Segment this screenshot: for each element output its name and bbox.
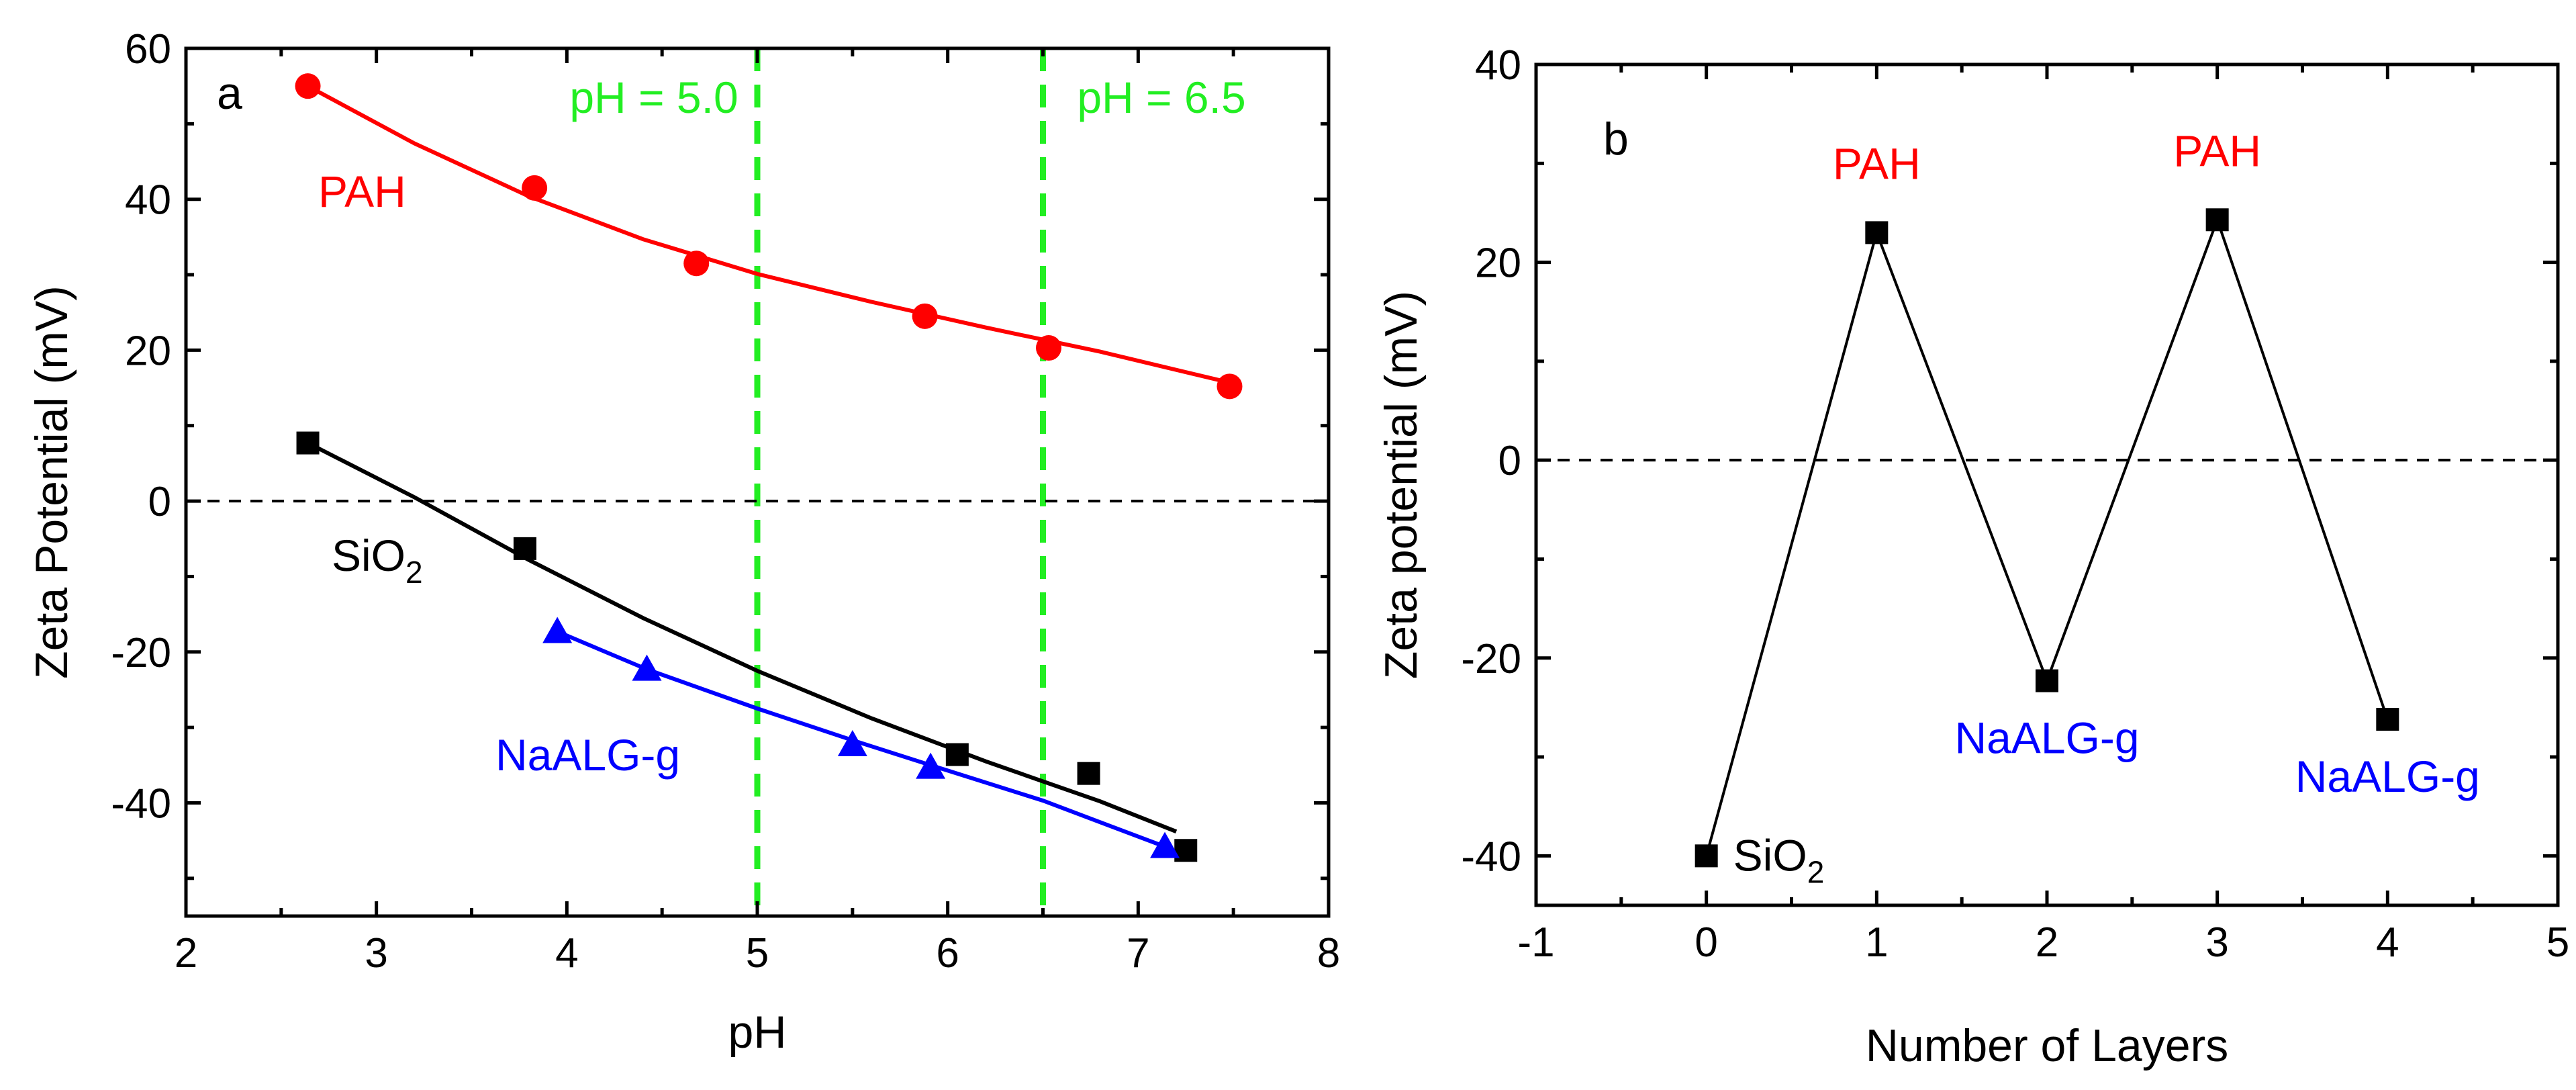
y-tick-label: 0 bbox=[1498, 438, 1521, 484]
y-tick-label: 20 bbox=[1475, 240, 1521, 287]
panel-b-y-axis-title: Zeta potential (mV) bbox=[1376, 291, 1427, 679]
point-label: PAH bbox=[2173, 126, 2261, 175]
data-point-naalg-g bbox=[1150, 831, 1180, 858]
data-point-naalg-g bbox=[632, 654, 662, 681]
data-point bbox=[2376, 708, 2399, 731]
y-tick-label: -20 bbox=[111, 630, 171, 676]
panel-a-y-axis-title: Zeta Potential (mV) bbox=[26, 285, 77, 679]
ref-line-label-ph5: pH = 5.0 bbox=[569, 73, 738, 122]
series-label-sio2: SiO2 bbox=[332, 531, 423, 590]
data-point bbox=[2036, 669, 2058, 692]
panel-b: -1 0 1 2 3 4 5 -40 -20 0 20 40 b SiO2 PAH NaALG-g PAH N… bbox=[1376, 42, 2569, 1071]
data-point-sio2 bbox=[296, 431, 320, 455]
x-tick-label: 5 bbox=[746, 930, 769, 977]
ref-line-label-ph65: pH = 6.5 bbox=[1077, 73, 1245, 122]
y-tick-label: 0 bbox=[148, 479, 171, 525]
x-tick-label: 8 bbox=[1317, 930, 1340, 977]
data-point-pah bbox=[1036, 335, 1062, 361]
x-tick-label: 2 bbox=[175, 930, 197, 977]
y-tick-label: 40 bbox=[1475, 42, 1521, 89]
x-tick-label: 7 bbox=[1127, 930, 1149, 977]
point-label: NaALG-g bbox=[2295, 752, 2480, 801]
x-tick-label: 4 bbox=[2376, 919, 2399, 966]
panel-b-x-axis-title: Number of Layers bbox=[1866, 1020, 2228, 1071]
data-point-sio2 bbox=[1174, 839, 1198, 862]
data-point bbox=[1865, 221, 1889, 244]
x-tick-label: 1 bbox=[1865, 919, 1888, 966]
series-label-naalg: NaALG-g bbox=[495, 730, 680, 780]
fit-curve-sio2 bbox=[307, 441, 1178, 833]
x-tick-label: 3 bbox=[365, 930, 387, 977]
x-tick-label: 5 bbox=[2546, 919, 2569, 966]
x-tick-label: 4 bbox=[555, 930, 578, 977]
panel-a-label: a bbox=[217, 68, 242, 119]
data-point bbox=[2205, 208, 2229, 232]
y-tick-label: -20 bbox=[1461, 636, 1521, 682]
data-point-naalg-g bbox=[837, 729, 867, 756]
y-tick-label: -40 bbox=[1461, 833, 1521, 880]
data-point-pah bbox=[522, 175, 548, 201]
data-point-pah bbox=[683, 251, 710, 277]
series-label-pah: PAH bbox=[318, 167, 406, 216]
data-point-pah bbox=[912, 303, 938, 329]
data-point bbox=[1695, 844, 1718, 868]
panel-b-label: b bbox=[1603, 113, 1629, 165]
y-tick-label: 20 bbox=[125, 328, 171, 374]
data-point-pah bbox=[295, 73, 321, 99]
y-tick-label: 40 bbox=[125, 177, 171, 224]
data-point-sio2 bbox=[1077, 762, 1100, 785]
data-point-sio2 bbox=[945, 743, 969, 766]
point-label: SiO2 bbox=[1733, 830, 1825, 889]
panel-a: 2 3 4 5 6 7 8 -40 -20 0 20 40 60 a pH = 5.0 pH = 6.5… bbox=[26, 26, 1340, 1058]
x-tick-label: -1 bbox=[1517, 919, 1554, 966]
panel-a-x-axis-title: pH bbox=[728, 1007, 787, 1058]
point-label: NaALG-g bbox=[1954, 713, 2139, 763]
data-point-pah bbox=[1217, 373, 1243, 400]
data-point-naalg-g bbox=[916, 752, 946, 779]
x-tick-label: 2 bbox=[2036, 919, 2058, 966]
x-tick-label: 6 bbox=[936, 930, 959, 977]
data-point-naalg-g bbox=[542, 617, 573, 643]
y-tick-label: -40 bbox=[111, 780, 171, 827]
point-label: PAH bbox=[1833, 138, 1921, 188]
x-tick-label: 0 bbox=[1695, 919, 1717, 966]
x-tick-label: 3 bbox=[2205, 919, 2228, 966]
data-point-sio2 bbox=[513, 537, 536, 560]
y-tick-label: 60 bbox=[125, 26, 171, 73]
fit-curve-pah bbox=[307, 84, 1231, 385]
